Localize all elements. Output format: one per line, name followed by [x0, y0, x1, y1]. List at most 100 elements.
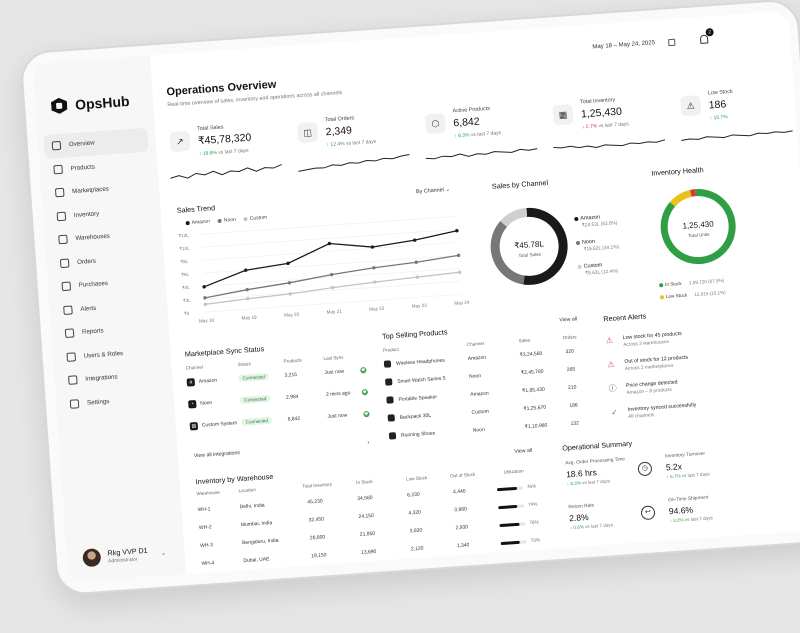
status-badge: Connected — [238, 373, 269, 382]
product-thumbnail-icon — [385, 378, 392, 385]
data-point — [416, 275, 420, 279]
alert-title[interactable]: Inventory synced successfully — [628, 402, 697, 413]
column-header: In Stock — [356, 479, 373, 485]
sparkline-path — [426, 148, 538, 159]
alert-title[interactable]: Out of stock for 12 products — [624, 355, 688, 365]
data-point — [330, 273, 334, 277]
kpi-row: ↗Total Sales₹45,78,320↑ 18.6% vs last 7 … — [150, 11, 788, 56]
warehouse-total: 28,600 — [310, 534, 326, 541]
column-header: Total Inventory — [302, 482, 332, 489]
utilization-fill — [498, 504, 517, 508]
sparkline-path — [170, 164, 282, 179]
alert-subtitle: All channels — [628, 413, 654, 420]
kpi-delta-suffix: vs last 7 days — [217, 148, 249, 156]
warehouse-in-stock: 21,850 — [360, 531, 376, 538]
product-name[interactable]: Portable Speaker — [398, 394, 437, 403]
check-circle-icon — [362, 389, 368, 395]
sidebar-item-label: Warehouses — [75, 233, 110, 242]
donut-center-label: Total Units — [688, 232, 710, 239]
product-orders: 210 — [568, 384, 577, 391]
warehouse-id[interactable]: WH-3 — [200, 542, 213, 549]
legend-swatch — [218, 218, 222, 222]
data-point — [244, 268, 248, 272]
kpi-sparkline — [553, 132, 666, 162]
utilization-fill — [497, 486, 517, 490]
legend-swatch — [574, 216, 578, 220]
warehouse-total: 45,230 — [307, 498, 323, 505]
top-products-view-all[interactable]: View all — [559, 316, 577, 323]
last-sync: 2 mins ago — [326, 390, 351, 398]
ops-metric-label: Return Rate — [568, 503, 594, 510]
ops-delta-suffix: vs last 7 days — [584, 522, 613, 529]
product-name[interactable]: Running Shoes — [401, 430, 436, 438]
box-icon: ⬡ — [425, 113, 446, 134]
channel-name: Noon — [200, 398, 236, 406]
column-header: Low Stock — [406, 475, 428, 481]
ops-title: Operational Summary — [562, 439, 632, 453]
data-point — [202, 285, 206, 289]
warehouse-id[interactable]: WH-1 — [198, 506, 211, 513]
date-range-picker[interactable]: May 18 – May 24, 2025 — [592, 40, 655, 50]
warehouse-id[interactable]: WH-4 — [201, 560, 214, 567]
last-sync: Just now — [327, 413, 347, 420]
warning-icon: ⚠ — [606, 360, 616, 370]
report-icon — [65, 329, 75, 339]
main-content: Operations Overview Real-time overview o… — [150, 11, 800, 574]
kpi-delta-value: ↑ 6.3% — [454, 132, 470, 139]
data-point — [372, 266, 376, 270]
warehouse-view-all[interactable]: View all — [514, 448, 532, 455]
data-point — [413, 238, 417, 242]
product-thumbnail-icon — [386, 396, 393, 403]
clock-icon: ◷ — [637, 461, 652, 476]
product-name[interactable]: Backpack 30L — [400, 413, 432, 421]
sparkline-path — [553, 140, 665, 151]
column-header: Last Sync — [323, 355, 343, 361]
column-header: Sales — [519, 338, 531, 344]
column-header: Product — [383, 347, 399, 353]
recent-alerts-title: Recent Alerts — [603, 311, 646, 323]
kpi-label: Low Stock — [708, 89, 733, 97]
utilization-value: 73% — [530, 537, 540, 543]
warehouse-out-of-stock: 4,440 — [453, 488, 466, 495]
y-tick-label: ₹2L — [183, 298, 192, 304]
y-tick-label: ₹8L — [180, 259, 189, 265]
legend-value: 1,09,720 (87.5%) — [688, 278, 725, 286]
channel-filter-dropdown[interactable]: By Channel ⌄ — [416, 187, 450, 195]
ops-metric-value: 94.6% — [669, 505, 694, 517]
chevron-right-icon[interactable]: › — [367, 440, 369, 446]
ops-delta-value: ↓ 8.3% — [567, 480, 581, 486]
legend-swatch — [244, 217, 248, 221]
donut-slice-low-stock — [672, 193, 692, 204]
donut-slice-out — [691, 193, 696, 194]
alert-title[interactable]: Low stock for 45 products — [623, 331, 682, 341]
warehouse-location: Dubai, UAE — [243, 556, 269, 564]
product-name[interactable]: Wireless Headphones — [396, 358, 445, 367]
utilization-bar — [497, 486, 523, 491]
user-profile[interactable]: Rkg VVP D1 Administrator ⌄ — [82, 544, 166, 568]
data-point — [288, 281, 292, 285]
warehouse-id[interactable]: WH-2 — [199, 524, 212, 531]
column-header: Utilization — [504, 468, 524, 474]
kpi-delta-value: ↑ 15.7% — [709, 114, 727, 121]
x-tick-label: May 18 — [199, 318, 215, 324]
legend-swatch — [660, 295, 664, 299]
chevron-down-icon[interactable]: ⌄ — [161, 549, 167, 556]
legend-label: Custom — [583, 262, 602, 269]
sparkline-path — [681, 131, 793, 141]
view-all-integrations-link[interactable]: View all integrations — [194, 450, 240, 459]
warehouse-in-stock: 13,690 — [361, 549, 377, 556]
package-icon — [57, 211, 67, 221]
calendar-icon[interactable] — [668, 39, 675, 46]
overview-icon — [52, 141, 62, 151]
sidebar-item-label: Reports — [82, 328, 104, 336]
sidebar-item-label: Overview — [69, 140, 95, 149]
legend-value: ₹5.63L (12.4%) — [585, 269, 618, 276]
product-name[interactable]: Smart Watch Series 5 — [397, 376, 446, 385]
x-tick-label: May 24 — [454, 300, 470, 306]
last-sync: Just now — [324, 369, 344, 376]
